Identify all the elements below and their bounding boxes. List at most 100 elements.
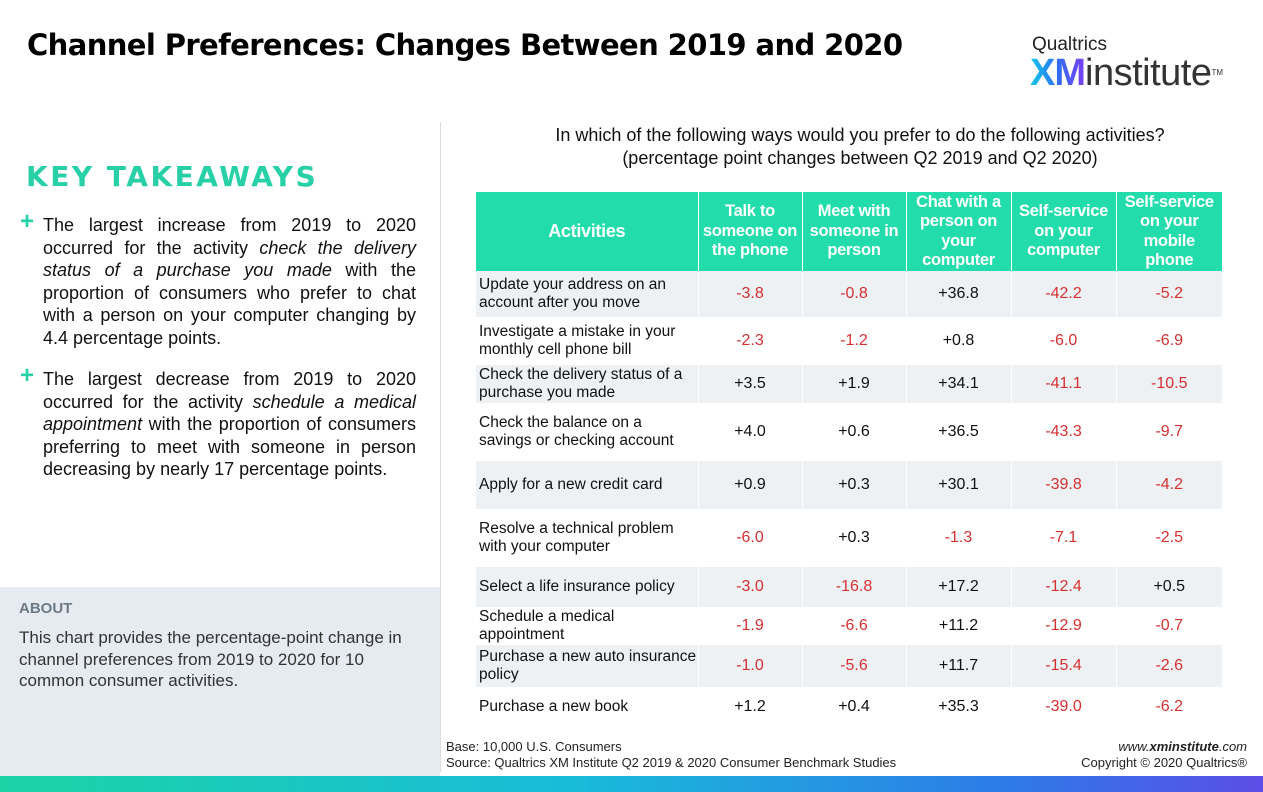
footer-copyright: www.xminstitute.com Copyright © 2020 Qua…	[1081, 739, 1247, 771]
table-row: Schedule a medical appointment -1.9 -6.6 +1…	[476, 607, 1222, 645]
url-bold: xminstitute	[1149, 739, 1219, 754]
value-cell: +0.5	[1115, 567, 1222, 607]
value-cell: -5.2	[1115, 271, 1222, 317]
value-cell: -6.0	[697, 509, 802, 567]
column-header-self-service-mobile: Self-service on your mobile phone	[1115, 192, 1222, 271]
value-cell: -6.6	[801, 607, 906, 645]
value-cell: -12.4	[1010, 567, 1116, 607]
takeaway-text-pre: The largest increase from 2019 to 2020 o…	[43, 215, 416, 258]
url-prefix: www.	[1118, 739, 1150, 754]
vertical-divider	[440, 122, 441, 772]
value-cell: -4.2	[1115, 461, 1222, 509]
value-cell: -6.9	[1115, 317, 1222, 365]
plus-icon: +	[20, 362, 35, 389]
page-title: Channel Preferences: Changes Between 201…	[27, 28, 903, 62]
value-cell: -0.7	[1115, 607, 1222, 645]
takeaway-text-pre: The largest decrease from 2019 to 2020 o…	[43, 369, 416, 412]
activity-cell: Purchase a new book	[479, 698, 629, 715]
table-row: Check the balance on a savings or checki…	[476, 403, 1222, 461]
value-cell: -1.2	[801, 317, 906, 365]
value-cell: -1.0	[697, 645, 802, 687]
activity-cell: Investigate a mistake in your monthly ce…	[479, 323, 676, 358]
footer-base: Base: 10,000 U.S. Consumers	[446, 739, 622, 754]
activity-cell: Check the balance on a savings or checki…	[479, 414, 674, 449]
value-cell: +17.2	[905, 567, 1011, 607]
activity-cell: Apply for a new credit card	[476, 461, 698, 509]
column-header-phone: Talk to someone on the phone	[697, 192, 802, 271]
value-cell: -2.5	[1115, 509, 1222, 567]
value-cell: +0.3	[801, 461, 906, 509]
value-cell: +0.4	[801, 687, 906, 727]
logo-xm: XM	[1030, 52, 1086, 94]
qualtrics-xm-institute-logo: Qualtrics XMinstituteTM	[1030, 34, 1245, 92]
logo-wordmark: XMinstituteTM	[1030, 54, 1245, 92]
question-line-2: (percentage point changes between Q2 201…	[622, 148, 1098, 168]
about-box: ABOUT This chart provides the percentage…	[0, 587, 440, 777]
value-cell: -6.0	[1010, 317, 1116, 365]
value-cell: +0.6	[801, 403, 906, 461]
copyright-text: Copyright © 2020 Qualtrics®	[1081, 755, 1247, 770]
value-cell: -43.3	[1010, 403, 1116, 461]
value-cell: +3.5	[697, 365, 802, 403]
survey-question: In which of the following ways would you…	[470, 124, 1250, 170]
footer-source: Base: 10,000 U.S. Consumers Source: Qual…	[446, 739, 896, 771]
table-row: Investigate a mistake in your monthly ce…	[476, 317, 1222, 365]
column-header-chat: Chat with a person on your computer	[905, 192, 1011, 271]
takeaway-1: + The largest increase from 2019 to 2020…	[20, 208, 416, 349]
value-cell: -39.8	[1010, 461, 1116, 509]
about-text: This chart provides the percentage-point…	[19, 628, 402, 690]
value-cell: -0.8	[801, 271, 906, 317]
column-header-activities: Activities	[476, 192, 698, 271]
value-cell: -16.8	[801, 567, 906, 607]
column-header-in-person: Meet with someone in person	[801, 192, 906, 271]
activity-cell: Schedule a medical appointment	[479, 608, 615, 643]
value-cell: -3.0	[697, 567, 802, 607]
takeaway-2: + The largest decrease from 2019 to 2020…	[20, 362, 416, 481]
value-cell: +1.9	[801, 365, 906, 403]
value-cell: -12.9	[1010, 607, 1116, 645]
value-cell: -42.2	[1010, 271, 1116, 317]
logo-institute: institute	[1085, 52, 1212, 94]
channel-preferences-table: Activities Talk to someone on the phone …	[476, 192, 1222, 727]
takeaway-text-post: with the proportion of consumers who pre…	[43, 260, 416, 348]
footer-url[interactable]: www.xminstitute.com	[1081, 739, 1247, 755]
table-row: Purchase a new auto insurance policy -1.0…	[476, 645, 1222, 687]
activity-cell: Resolve a technical problem with your co…	[479, 520, 674, 555]
value-cell: -2.3	[697, 317, 802, 365]
footer-source-text: Source: Qualtrics XM Institute Q2 2019 &…	[446, 755, 897, 770]
plus-icon: +	[20, 208, 35, 235]
value-cell: +34.1	[905, 365, 1011, 403]
value-cell: +0.9	[697, 461, 802, 509]
table-row: Update your address on an account after …	[476, 271, 1222, 317]
table-row: Purchase a new book +1.2 +0.4 +35.3 -39.0 -6.…	[476, 687, 1222, 727]
value-cell: -41.1	[1010, 365, 1116, 403]
takeaway-text: The largest decrease from 2019 to 2020 o…	[43, 368, 416, 481]
column-header-self-service-computer: Self-service on your computer	[1010, 192, 1116, 271]
value-cell: -1.9	[697, 607, 802, 645]
logo-qualtrics-text: Qualtrics	[1032, 34, 1107, 55]
table-row: Check the delivery status of a purchase …	[476, 365, 1222, 403]
value-cell: +36.5	[905, 403, 1011, 461]
table-row: Select a life insurance policy -3.0 -16.8 +…	[476, 567, 1222, 607]
value-cell: -10.5	[1115, 365, 1222, 403]
activity-cell: Check the delivery status of a purchase …	[476, 365, 698, 403]
question-line-1: In which of the following ways would you…	[555, 125, 1165, 145]
bottom-gradient-bar	[0, 776, 1263, 792]
logo-trademark: TM	[1211, 68, 1224, 77]
value-cell: +11.2	[905, 607, 1011, 645]
table-row: Apply for a new credit card +0.9 +0.3 +30.1…	[476, 461, 1222, 509]
about-title: ABOUT	[19, 600, 73, 617]
table-header-row: Activities Talk to someone on the phone …	[476, 192, 1222, 271]
value-cell: +35.3	[905, 687, 1011, 727]
value-cell: -39.0	[1010, 687, 1116, 727]
value-cell: +36.8	[905, 271, 1011, 317]
activity-cell: Update your address on an account after …	[476, 271, 698, 317]
value-cell: -1.3	[905, 509, 1011, 567]
table-row: Resolve a technical problem with your co…	[476, 509, 1222, 567]
value-cell: -5.6	[801, 645, 906, 687]
value-cell: +11.7	[905, 645, 1011, 687]
value-cell: -2.6	[1115, 645, 1222, 687]
activity-cell: Purchase a new auto insurance policy	[476, 645, 698, 687]
value-cell: +4.0	[697, 403, 802, 461]
value-cell: -3.8	[697, 271, 802, 317]
